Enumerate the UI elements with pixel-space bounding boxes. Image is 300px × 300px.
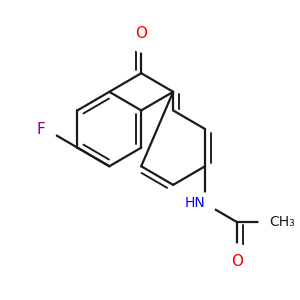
Text: HN: HN [184, 196, 205, 211]
Text: CH₃: CH₃ [269, 215, 295, 229]
Text: O: O [135, 26, 147, 41]
Text: F: F [37, 122, 46, 136]
Text: O: O [231, 254, 243, 269]
